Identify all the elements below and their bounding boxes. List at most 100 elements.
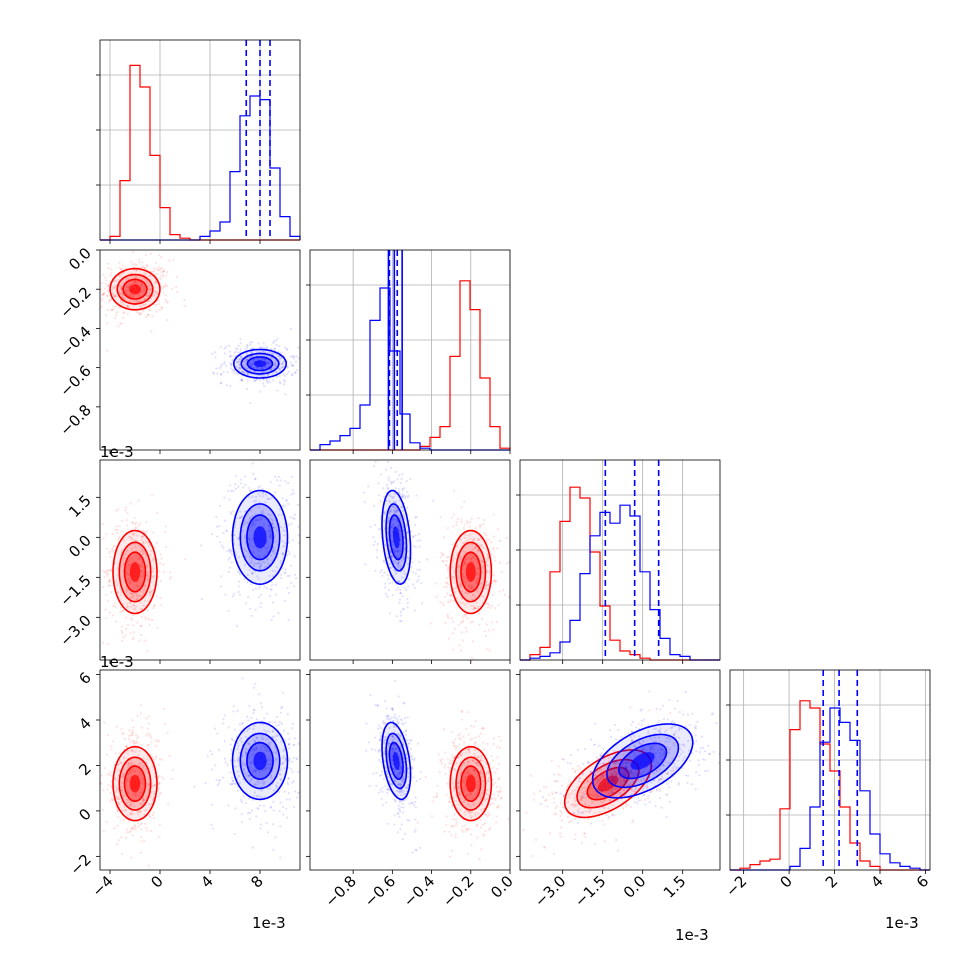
scatter-point [294,513,297,516]
x-tick-label: −0.6 [361,872,399,910]
scatter-point [301,560,303,562]
scatter-point [404,729,408,732]
scatter-point [228,548,231,551]
scatter-point [450,834,453,837]
scatter-point [426,558,429,561]
scatter-point [272,575,275,578]
scatter-point [437,753,440,756]
scatter-point [115,579,118,583]
scatter-point [399,565,402,568]
scatter-point [406,606,409,609]
scatter-point [388,742,391,745]
scatter-point [493,797,496,800]
scatter-point [115,311,119,314]
scatter-point [102,570,105,573]
scatter-point [114,778,117,782]
scatter-point [248,539,251,542]
scatter-point [374,749,377,752]
scatter-point [145,761,148,764]
scatter-point [128,820,131,823]
scatter-point [133,607,136,610]
scatter-point [147,864,150,867]
scatter-point [400,722,404,725]
scatter-point [391,593,394,597]
scatter-point [482,518,486,521]
scatter-point [452,824,455,827]
scatter-point [234,765,237,769]
scatter-point [470,604,473,608]
scatter-point [111,799,114,802]
scatter-point [377,727,380,730]
scatter-point [280,740,283,743]
scatter-point [465,794,468,797]
scatter-point [115,770,118,773]
scatter-point [451,754,454,757]
scatter-point [250,561,253,564]
scatter-point [383,512,387,515]
scatter-point [136,825,140,829]
scatter-point [471,556,475,559]
scatter-point [576,813,579,817]
scatter-point [390,480,393,483]
scatter-point [124,809,127,812]
scatter-point [144,552,147,555]
scatter-point [398,800,402,803]
scatter-point [281,540,284,543]
scatter-point [473,555,476,558]
scatter-point [399,768,403,771]
density-fill [253,751,267,771]
scatter-point [136,558,140,561]
scatter-point [494,580,497,583]
scatter-point [219,365,223,368]
scatter-point [465,520,469,523]
scatter-point [481,726,484,730]
scatter-point [242,795,245,798]
scatter-point [122,772,125,776]
scatter-point [474,762,478,765]
scatter-point [408,742,411,745]
scatter-point [255,815,258,818]
scatter-point [397,564,400,567]
scatter-point [230,748,233,751]
scatter-point [379,473,382,476]
scatter-point [103,287,107,290]
scatter-point [383,739,386,743]
scatter-point [126,752,129,755]
scatter-point [230,364,233,367]
scatter-point [162,571,166,574]
scatter-point [264,501,267,504]
scatter-point [233,728,237,731]
scatter-point [401,492,404,496]
scatter-point [411,757,414,761]
scatter-point [464,626,468,630]
scatter-point [482,564,485,568]
scatter-point [271,367,274,370]
scatter-point [476,823,479,826]
scatter-point [640,779,643,782]
scatter-point [431,800,434,803]
scatter-point [406,563,409,566]
scatter-point [382,752,385,755]
scatter-point [382,487,385,490]
scatter-point [141,604,144,607]
scatter-point [101,641,105,644]
scatter-point [241,722,244,725]
scatter-point [403,761,406,764]
scatter-point [386,792,389,795]
scatter-point [149,288,152,291]
scatter-point [402,811,405,814]
scatter-point [234,350,238,353]
scatter-point [223,360,226,363]
scatter-point [483,586,486,589]
scatter-point [393,511,396,514]
scatter-point [394,506,397,509]
scatter-point [406,757,409,760]
scatter-point [399,514,402,518]
scatter-point [271,730,274,734]
scatter-point [629,706,632,709]
scatter-point [393,713,396,716]
scatter-point [147,545,150,548]
scatter-point [398,771,401,775]
scatter-point [130,618,134,622]
scatter-point [242,523,245,526]
